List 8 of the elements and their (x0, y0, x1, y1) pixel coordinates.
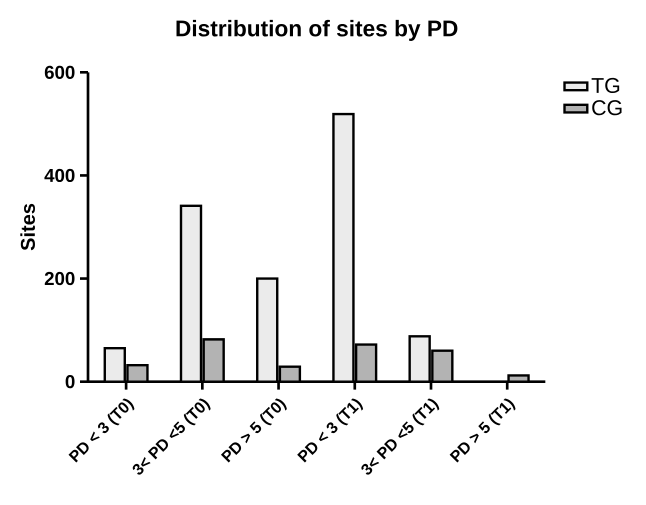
y-axis-title: Sites (20, 204, 35, 250)
y-tick-label: 0 (66, 375, 75, 388)
legend-label: TG (592, 78, 620, 94)
y-tick-label: 200 (44, 272, 75, 286)
y-tick-label: 600 (44, 66, 75, 79)
y-tick-label: 400 (44, 168, 75, 182)
legend-label: CG (592, 100, 622, 116)
chart-title: Distribution of sites by PD (176, 20, 458, 41)
